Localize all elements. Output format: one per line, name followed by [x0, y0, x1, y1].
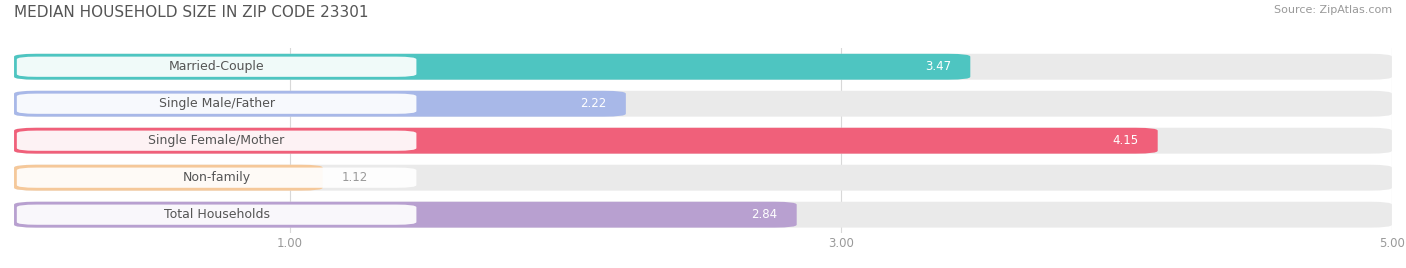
Text: Source: ZipAtlas.com: Source: ZipAtlas.com — [1274, 5, 1392, 15]
Text: 2.22: 2.22 — [581, 97, 606, 110]
FancyBboxPatch shape — [17, 57, 416, 77]
Text: MEDIAN HOUSEHOLD SIZE IN ZIP CODE 23301: MEDIAN HOUSEHOLD SIZE IN ZIP CODE 23301 — [14, 5, 368, 20]
FancyBboxPatch shape — [14, 128, 1392, 154]
FancyBboxPatch shape — [14, 128, 1157, 154]
Text: Married-Couple: Married-Couple — [169, 60, 264, 73]
FancyBboxPatch shape — [14, 165, 1392, 191]
Text: 2.84: 2.84 — [751, 208, 778, 221]
Text: 3.47: 3.47 — [925, 60, 950, 73]
FancyBboxPatch shape — [17, 94, 416, 114]
Text: 4.15: 4.15 — [1112, 134, 1139, 147]
FancyBboxPatch shape — [14, 202, 797, 228]
FancyBboxPatch shape — [14, 165, 323, 191]
FancyBboxPatch shape — [14, 91, 626, 117]
Text: Non-family: Non-family — [183, 171, 250, 184]
Text: Total Households: Total Households — [163, 208, 270, 221]
FancyBboxPatch shape — [14, 202, 1392, 228]
FancyBboxPatch shape — [17, 131, 416, 151]
FancyBboxPatch shape — [14, 54, 1392, 80]
FancyBboxPatch shape — [14, 54, 970, 80]
Text: Single Female/Mother: Single Female/Mother — [149, 134, 285, 147]
FancyBboxPatch shape — [17, 168, 416, 188]
Text: 1.12: 1.12 — [342, 171, 368, 184]
FancyBboxPatch shape — [14, 91, 1392, 117]
Text: Single Male/Father: Single Male/Father — [159, 97, 274, 110]
FancyBboxPatch shape — [17, 204, 416, 225]
